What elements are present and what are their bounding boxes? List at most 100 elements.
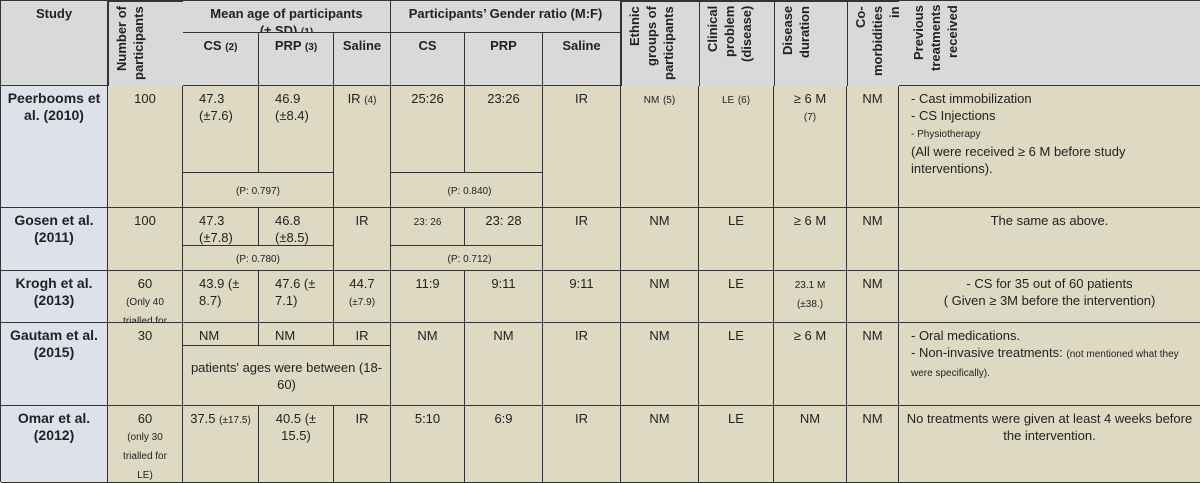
cell-content: PRP — [471, 37, 536, 54]
cell-content: Mean age of participants (± SD) (1) — [189, 5, 384, 32]
cell-content: 23:26 — [471, 90, 536, 107]
cell-text: NM — [493, 328, 514, 343]
cell-text: Omar et al. (2012) — [17, 410, 91, 443]
cell-content: Peerbooms et al. (2010) — [5, 90, 103, 124]
table-cell: LE (6) — [699, 86, 774, 208]
cell-content: 23: 28 — [471, 212, 536, 229]
cell-content: IR — [340, 212, 384, 229]
cell-content: Co-morbidities in — [852, 6, 899, 82]
cell-text: Saline — [342, 38, 382, 53]
cell-text: - CS for 35 out of 60 patients — [966, 276, 1133, 291]
table-cell: NM — [847, 208, 899, 271]
cell-text: Saline — [562, 38, 601, 53]
cell-text: 30 — [137, 328, 153, 343]
cell-text: Study — [35, 6, 73, 21]
cell-text: Number of participants — [114, 6, 146, 80]
table-cell: 23:26 — [465, 86, 543, 173]
table-cell: (P: 0.780) — [183, 246, 334, 271]
cell-text: 43.9 (± 8.7) — [199, 276, 240, 308]
cell-content: IR — [549, 327, 614, 344]
cell-content: (P: 0.780) — [236, 249, 280, 268]
cell-text: (P: 0.780) — [236, 253, 280, 265]
header-cell: Co-morbidities in — [847, 1, 899, 86]
cell-text: CS — [203, 38, 222, 53]
table-cell: (P: 0.712) — [391, 246, 543, 271]
table-cell: 9:11 — [543, 271, 621, 323]
table-cell: NM — [847, 271, 899, 323]
cell-content: 60 (Only 40 trialled for PRP Vs CS) — [114, 275, 176, 323]
table-cell: NM — [391, 323, 465, 406]
table-cell: NM — [847, 86, 899, 208]
cell-content: NM — [627, 275, 692, 292]
header-cell: Previous treatments received — [906, 1, 976, 86]
cell-text: NM — [275, 328, 296, 343]
cell-content: LE — [705, 275, 767, 292]
cell-text: (5) — [662, 95, 676, 106]
cell-text: IR — [575, 328, 588, 343]
cell-text: (Only 40 trialled for PRP Vs CS) — [123, 297, 167, 323]
header-cell: Ethnic groups of participants — [621, 1, 699, 86]
header-cell: Mean age of participants (± SD) (1) — [183, 1, 391, 33]
cell-text: NM — [199, 328, 220, 343]
cell-content: 47.3 (±7.8) — [199, 212, 250, 245]
cell-text: 25:26 — [411, 91, 444, 106]
cell-text: 100 — [134, 91, 156, 106]
header-cell: Disease duration — [774, 1, 847, 86]
table-cell: (P: 0.797) — [183, 173, 334, 208]
cell-content: CS — [397, 37, 458, 54]
cell-text: patients' ages were between (18-60) — [190, 359, 383, 392]
cell-content: Gautam et al. (2015) — [5, 327, 103, 361]
cell-text: 46.8 (±8.5) — [275, 213, 309, 245]
cell-text: 40.5 (± 15.5) — [275, 411, 317, 443]
table-cell: LE — [699, 208, 774, 271]
header-cell: Number of participants — [108, 1, 183, 86]
cell-text: (only 30 trialled for LE) — [123, 432, 167, 481]
study-cell: Omar et al. (2012) — [1, 406, 108, 483]
cell-content: ≥ 6 M — [780, 327, 840, 344]
cell-text: NM — [417, 328, 438, 343]
cell-text: LE — [728, 213, 744, 228]
cell-text: IR — [347, 91, 361, 106]
table-cell: 46.9 (±8.4) — [259, 86, 334, 173]
cell-text: The same as above. — [990, 213, 1109, 228]
cell-content: IR — [549, 90, 614, 107]
cell-content: LE (6) — [705, 90, 767, 109]
cell-text: 46.9 (±8.4) — [275, 91, 309, 123]
cell-content: 23.1 M (±38.) — [780, 275, 840, 313]
cell-text: - Physiotherapy — [911, 129, 981, 140]
table-cell: 5:10 — [391, 406, 465, 483]
cell-content: Clinical problem (disease) — [704, 6, 755, 82]
header-cell: CS (2) — [183, 33, 259, 86]
header-cell: PRP (3) — [259, 33, 334, 86]
cell-text: NM — [862, 411, 883, 426]
cell-content: 100 — [114, 90, 176, 107]
table-cell: IR — [543, 86, 621, 208]
cell-text: 47.3 (±7.6) — [199, 91, 233, 123]
cell-content: NM — [627, 212, 692, 229]
cell-text: NM — [649, 411, 670, 426]
cell-text: Mean age of participants — [210, 6, 363, 21]
cell-content: Study — [7, 5, 101, 22]
table-cell: patients' ages were between (18-60) — [183, 346, 391, 406]
cell-text: No treatments were given at least 4 week… — [906, 411, 1193, 443]
cell-content: 9:11 — [549, 275, 614, 292]
table-cell: 11:9 — [391, 271, 465, 323]
table-cell: 44.7 (±7.9) — [334, 271, 391, 323]
cell-content: (P: 0.840) — [448, 181, 492, 200]
study-cell: Gosen et al. (2011) — [1, 208, 108, 271]
header-cell — [899, 1, 1200, 86]
cell-content: NM — [627, 410, 692, 427]
cell-text: 23: 28 — [485, 213, 522, 228]
cell-content: NM — [853, 90, 892, 107]
cell-text: CS — [418, 38, 437, 53]
header-cell: PRP — [465, 33, 543, 86]
cell-text: (P: 0.712) — [447, 253, 492, 265]
cell-content: 6:9 — [471, 410, 536, 427]
cell-text: ( Given ≥ 3M before the intervention) — [943, 293, 1156, 308]
cell-text: 47.3 (±7.8) — [199, 213, 233, 245]
cell-text: 9:11 — [491, 276, 516, 291]
table-cell: IR (4) — [334, 86, 391, 208]
cell-content: IR — [549, 410, 614, 427]
cell-content: NM — [199, 327, 250, 344]
table-cell: 43.9 (± 8.7) — [183, 271, 259, 323]
